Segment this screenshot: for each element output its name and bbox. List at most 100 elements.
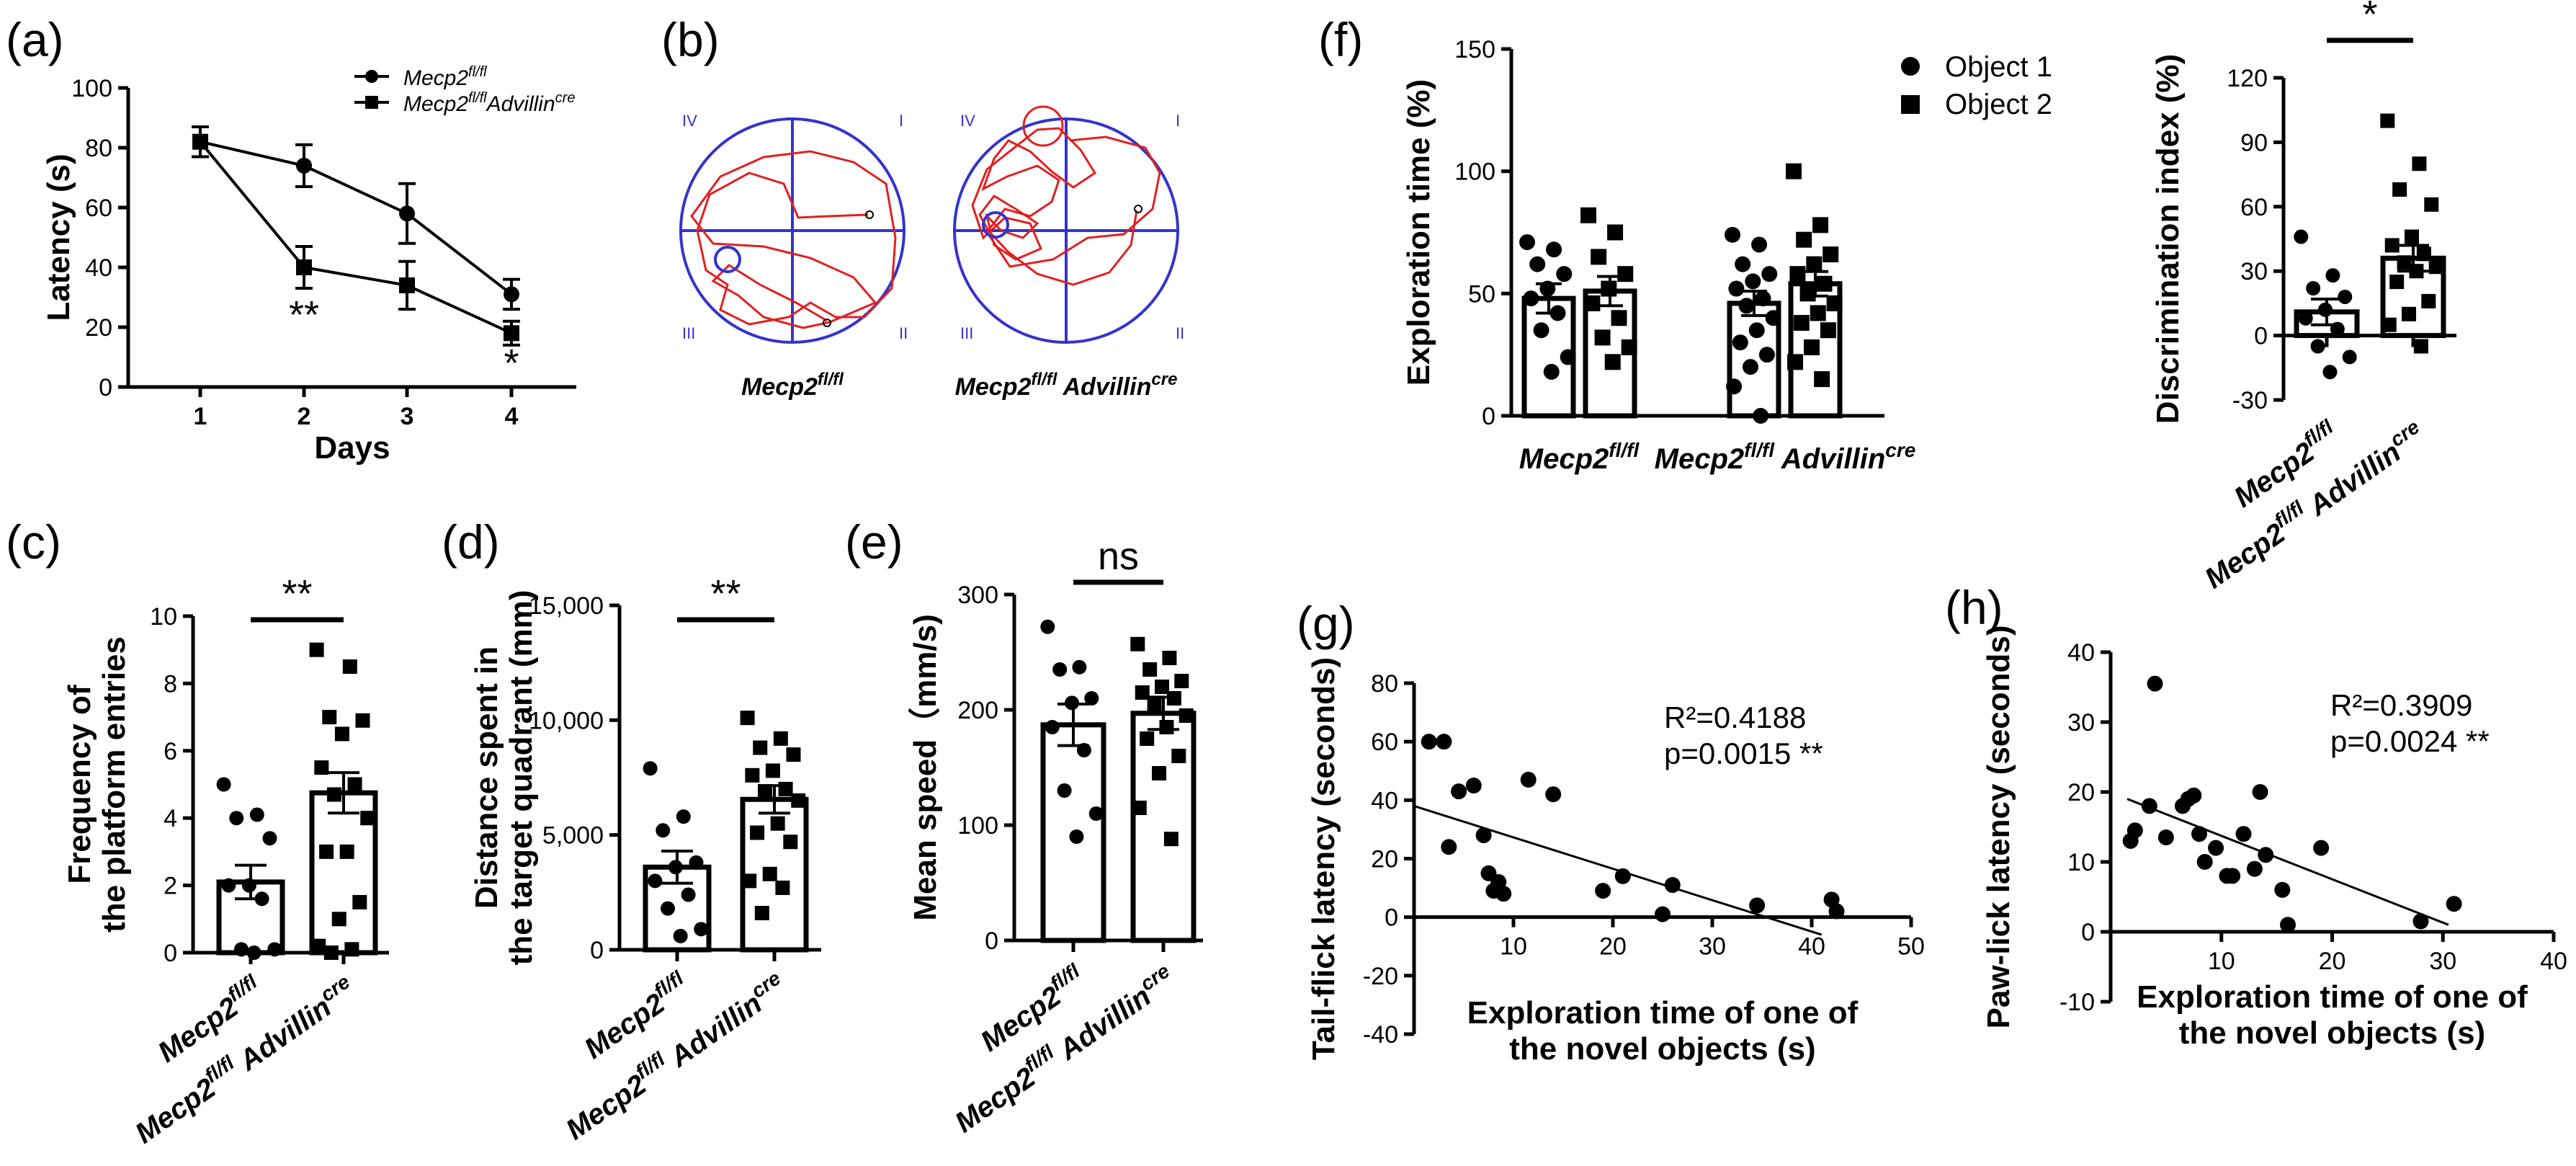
data-point [1611,310,1627,326]
group-label: Mecp2fl/fl [1519,439,1640,475]
significance-label: ** [282,572,312,615]
y-tick-label: 100 [71,75,112,102]
y-tick-label: 2 [164,873,177,900]
data-point [1826,295,1843,311]
data-point [1664,877,1681,894]
y-tick-label: -10 [2060,989,2095,1016]
data-point [2246,860,2263,877]
y-axis-label: Latency (s) [41,153,76,321]
data-point [249,807,264,822]
platform-entries-bar-chart: 0 2 4 6 8 10 ** Frequency of the platform entrie… [62,572,389,1149]
y-tick-label: 10 [150,603,177,631]
group-name: Mecp2 [560,1069,652,1146]
data-point [1519,234,1535,251]
data-point [192,133,208,150]
data-point [2325,268,2340,283]
data-point [745,767,760,783]
data-point [2322,365,2338,380]
data-point [2428,259,2443,275]
data-point [504,325,519,342]
group-name-2: Advillin [228,991,336,1080]
y-tick-label: 100 [957,812,998,840]
data-point [267,942,282,957]
y-axis-label: Paw-lick latency (seconds) [1981,626,2016,1029]
data-point [1758,347,1775,363]
data-point [740,711,755,726]
x-tick-label: 20 [1599,933,1627,961]
data-point [1529,256,1546,272]
panel-label-g: (g) [1297,597,1355,650]
data-point [1749,897,1766,914]
data-point [2413,339,2428,354]
x-axis-label-line: Exploration time of one of [1467,995,1859,1031]
data-point [309,642,324,657]
data-point [323,945,339,960]
y-tick-label: 0 [985,927,998,955]
data-point [2313,840,2330,856]
data-point [1735,256,1751,272]
data-point [1084,691,1099,706]
significance-label: ns [1098,535,1139,578]
data-point [648,873,663,889]
data-point [1155,680,1170,694]
y-tick-label: 80 [85,135,112,162]
y-tick-label: 0 [590,937,604,964]
data-point [1738,298,1755,314]
data-point [1130,636,1145,651]
data-point [2330,321,2345,337]
data-point [1533,322,1549,339]
data-point [1135,685,1150,700]
data-point [2186,787,2202,804]
data-point [1803,339,1820,355]
y-tick-label: 80 [1371,670,1398,698]
y-tick-label: 0 [2254,323,2268,350]
significance-label: ** [289,293,319,337]
data-point [1751,236,1768,253]
data-point [1786,163,1802,179]
group-sup-2: cre [1885,439,1915,461]
data-point [676,809,691,824]
data-point [254,891,269,907]
panel-label-d: (d) [442,515,500,569]
regression-line [2126,798,2449,926]
data-point [1601,280,1617,297]
latency-line-chart: Mecp2fl/fl Mecp2fl/flAdvillincre 0 20 40 60… [41,64,576,466]
discrimination-index-bar-chart: -30 0 30 60 90 120 * Discrimination index (%) Me… [2150,0,2456,595]
data-point [327,787,342,802]
data-point [1787,354,1804,370]
data-point [216,777,231,792]
group-name-2: Advillin [1774,443,1885,475]
data-point [2147,675,2163,692]
significance-label: * [2362,0,2377,36]
y-tick-label: 300 [957,582,998,609]
data-point [1614,868,1631,884]
legend-entry-1: Mecp2fl/fl [403,64,487,90]
data-point [1617,266,1634,282]
data-point [1132,801,1147,815]
p-value-label: p=0.0024 ** [2330,724,2490,758]
group-name-2: Advillin [658,987,767,1077]
x-axis-label-line: the novel objects (s) [2179,1015,2485,1051]
data-point [1523,290,1539,307]
x-tick-label: 3 [401,403,414,430]
data-point [2298,311,2313,326]
data-point [2402,306,2417,321]
y-tick-label: 0 [1482,403,1495,430]
data-point [1040,619,1055,634]
data-point [1810,305,1826,321]
data-point [1726,378,1743,395]
panel-label-f: (f) [1318,13,1363,66]
data-point [2405,229,2420,244]
data-point [504,286,519,303]
data-point [1761,266,1778,282]
data-point [2446,896,2462,912]
data-point [2280,917,2296,933]
data-point [1580,207,1596,223]
data-point [1793,315,1810,331]
data-point [1728,280,1745,297]
chart-f-legend: Object 1 Object 2 [1901,51,2052,120]
data-point [2412,913,2429,930]
x-tick-label: 20 [2319,948,2346,975]
